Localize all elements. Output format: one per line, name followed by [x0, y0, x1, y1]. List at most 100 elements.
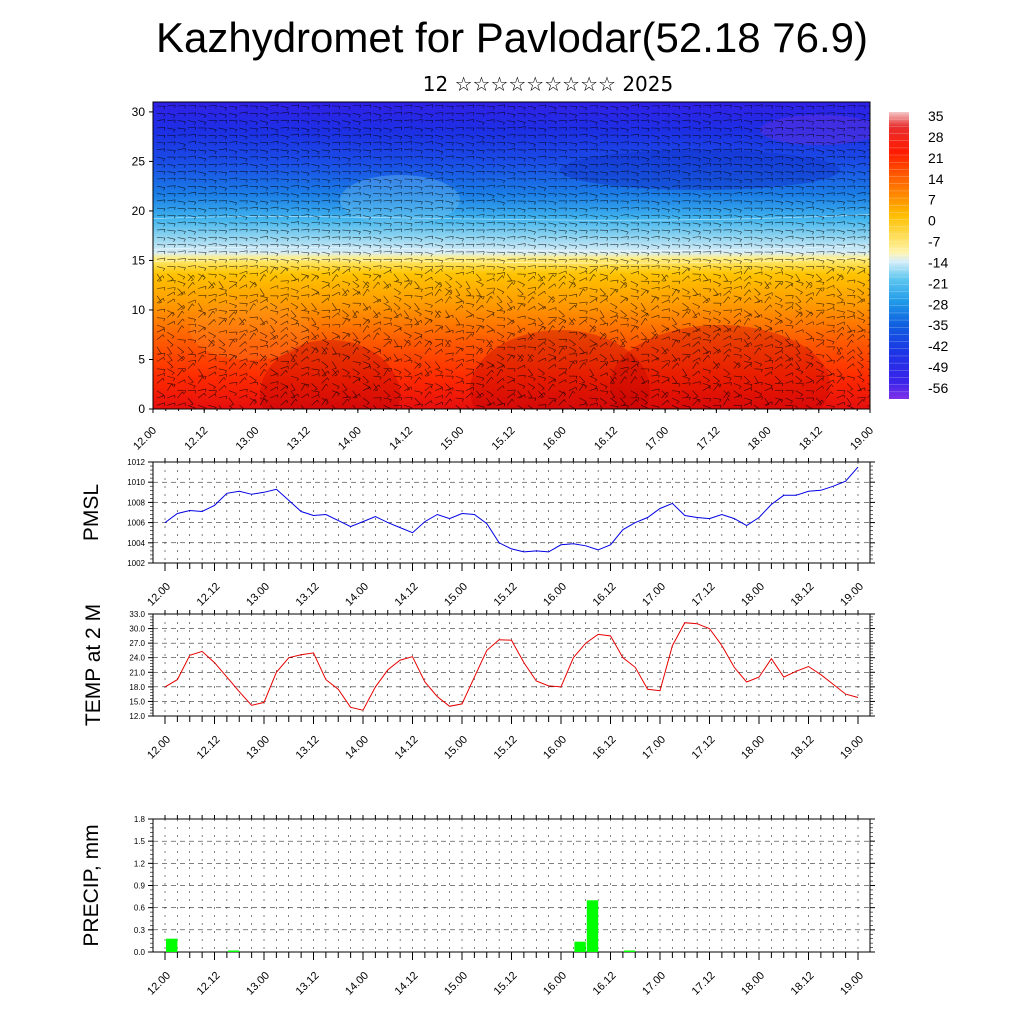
wind-barb	[177, 346, 184, 353]
wind-barb-flag	[626, 253, 629, 257]
wind-barb	[435, 156, 444, 159]
wind-barb-flag	[163, 244, 166, 248]
wind-barb	[208, 353, 217, 356]
wind-barb-flag	[603, 402, 607, 405]
wind-barb-flag	[544, 224, 547, 228]
wind-barb-flag	[235, 216, 238, 220]
wind-barb-flag	[232, 411, 235, 412]
wind-barb-flag	[368, 364, 371, 368]
wind-barb-flag	[245, 223, 248, 227]
wind-barb	[435, 112, 444, 114]
wind-barb-flag	[225, 142, 228, 146]
wind-barb-flag	[462, 208, 464, 212]
wind-barb-flag	[317, 369, 320, 373]
wind-barb-flag	[575, 106, 578, 110]
wind-barb-flag	[534, 177, 536, 181]
wind-barb	[280, 207, 289, 210]
wind-barb	[373, 321, 381, 326]
wind-barb	[321, 142, 330, 144]
wind-barb	[156, 214, 166, 216]
wind-barb-flag	[359, 135, 361, 139]
wind-barb-flag	[256, 222, 258, 226]
wind-barb-flag	[511, 354, 514, 358]
wind-barb	[476, 317, 485, 320]
wind-barb-flag	[502, 195, 505, 199]
wind-barb-flag	[232, 317, 236, 321]
wind-barb	[177, 148, 186, 151]
wind-barb	[568, 317, 575, 325]
wind-barb-flag	[317, 151, 320, 155]
wind-barb-flag	[430, 312, 433, 315]
wind-barb-flag	[286, 385, 289, 389]
wind-barb-flag	[431, 229, 434, 233]
wind-barb-flag	[473, 119, 475, 123]
wind-barb-flag	[544, 291, 546, 294]
wind-barb-flag	[368, 268, 372, 272]
wind-barb-flag	[369, 200, 372, 204]
wind-barb	[332, 229, 341, 231]
wind-barb	[156, 373, 165, 377]
wind-barb-flag	[401, 148, 403, 152]
wind-barb-flag	[493, 215, 495, 219]
wind-barb-flag	[256, 179, 258, 183]
wind-barb-flag	[274, 306, 278, 310]
wind-barb-flag	[245, 217, 248, 221]
wind-barb-flag	[286, 238, 289, 242]
wind-barb-flag	[431, 221, 433, 225]
wind-barb-flag	[266, 157, 269, 161]
wind-barb-flag	[184, 177, 186, 181]
wind-barb	[455, 185, 464, 187]
wind-barb	[373, 148, 382, 151]
wind-barb-flag	[163, 357, 165, 361]
wind-barb-flag	[482, 392, 484, 396]
wind-barb-flag	[387, 395, 390, 398]
wind-barb	[579, 141, 588, 143]
wind-barb-flag	[245, 341, 247, 345]
wind-barb-flag	[544, 114, 547, 118]
wind-barb-flag	[611, 382, 615, 384]
wind-barb	[167, 383, 172, 391]
wind-barb-flag	[462, 398, 464, 402]
wind-barb-flag	[266, 266, 269, 270]
wind-barb	[435, 119, 444, 121]
wind-barb-flag	[416, 309, 420, 311]
wind-barb-flag	[441, 186, 444, 190]
wind-barb-flag	[449, 293, 452, 296]
wind-barb-flag	[627, 150, 629, 154]
wind-barb-flag	[627, 163, 629, 167]
wind-barb	[228, 405, 234, 409]
wind-barb-flag	[408, 373, 411, 376]
wind-barb-flag	[524, 345, 526, 349]
wind-barb	[579, 333, 586, 340]
wind-barb-flag	[419, 357, 423, 360]
wind-barb-flag	[287, 156, 289, 160]
wind-barb-flag	[204, 347, 207, 351]
wind-barb	[610, 288, 619, 291]
wind-barb	[280, 293, 289, 297]
wind-barb	[404, 368, 411, 374]
wind-barb-flag	[586, 222, 588, 226]
wind-barb	[177, 379, 185, 384]
wind-barb	[301, 141, 310, 143]
wind-barb-flag	[586, 177, 588, 181]
wind-barb-flag	[502, 202, 505, 206]
wind-barb	[558, 399, 565, 406]
wind-barb-flag	[514, 148, 516, 152]
wind-barb-flag	[545, 235, 547, 240]
wind-barb-flag	[162, 377, 165, 382]
wind-barb-flag	[572, 361, 576, 365]
wind-barb-flag	[215, 250, 217, 254]
wind-barb-flag	[323, 352, 327, 355]
wind-barb-flag	[344, 294, 348, 297]
wind-barb-flag	[295, 321, 299, 324]
wind-barb-flag	[225, 251, 228, 255]
wind-barb	[167, 361, 174, 368]
wind-barb	[383, 105, 392, 109]
wind-barb	[558, 113, 567, 115]
wind-barb	[311, 134, 320, 136]
wind-barb-flag	[385, 286, 390, 289]
wind-barb-flag	[490, 394, 494, 398]
wind-barb-flag	[502, 378, 505, 382]
wind-barb	[208, 371, 216, 377]
wind-barb-flag	[344, 389, 348, 392]
